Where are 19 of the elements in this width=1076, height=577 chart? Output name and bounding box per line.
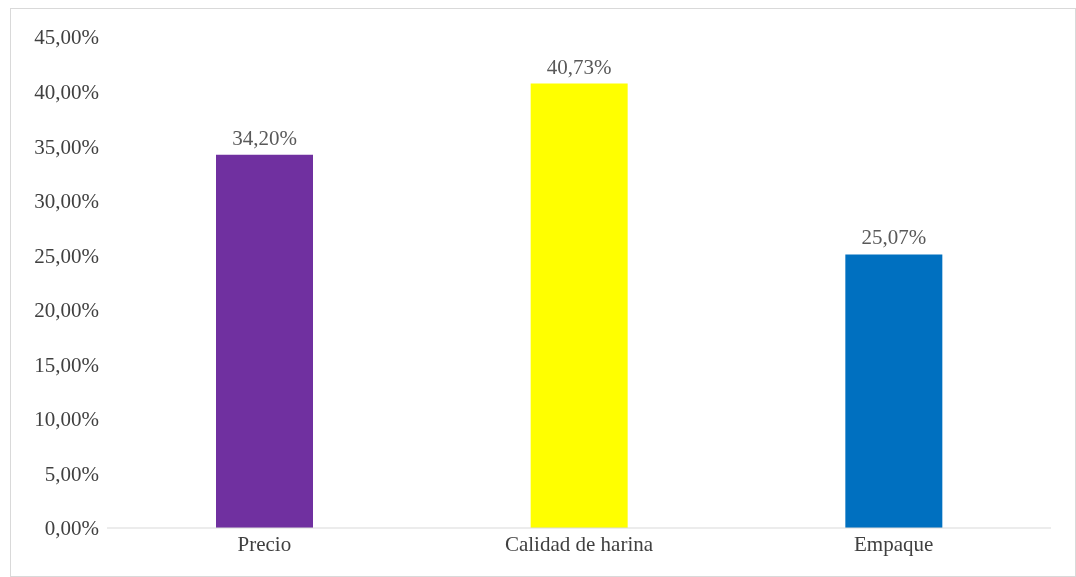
data-label: 40,73% bbox=[546, 54, 612, 79]
bar bbox=[845, 254, 943, 528]
x-tick-label: Empaque bbox=[854, 531, 934, 556]
y-tick-label: 45,00% bbox=[34, 25, 99, 50]
y-tick-label: 30,00% bbox=[34, 189, 99, 214]
y-tick-label: 5,00% bbox=[44, 461, 99, 486]
bar bbox=[530, 83, 628, 528]
y-tick-label: 40,00% bbox=[34, 80, 99, 105]
data-label: 25,07% bbox=[861, 225, 927, 250]
x-tick-label: Precio bbox=[237, 531, 292, 556]
x-tick-label: Calidad de harina bbox=[504, 531, 654, 556]
bar bbox=[216, 154, 313, 528]
y-tick-label: 20,00% bbox=[34, 298, 99, 323]
data-label: 34,20% bbox=[232, 125, 297, 150]
y-tick-label: 10,00% bbox=[34, 407, 99, 432]
y-tick-label: 0,00% bbox=[44, 516, 99, 541]
y-tick-label: 35,00% bbox=[34, 134, 99, 159]
y-tick-label: 25,00% bbox=[34, 243, 99, 268]
y-tick-label: 15,00% bbox=[34, 352, 99, 377]
